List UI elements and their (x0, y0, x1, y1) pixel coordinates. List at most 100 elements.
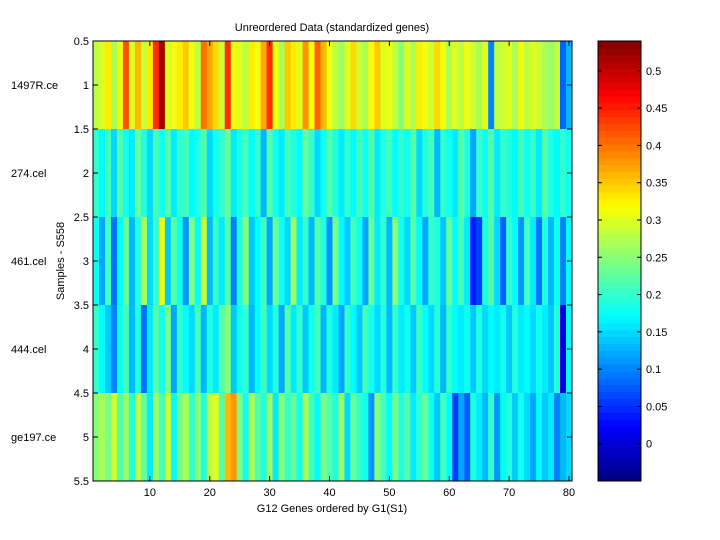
heatmap-cell (254, 129, 262, 217)
heatmap-cell (128, 305, 136, 393)
heatmap-cell (452, 41, 459, 129)
heatmap-cell (350, 393, 357, 481)
colorbar-step (598, 446, 641, 454)
y-tick-label: 1.5 (74, 124, 89, 136)
heatmap-cell (164, 305, 172, 393)
heatmap-cell (110, 393, 118, 481)
heatmap-cell (170, 217, 178, 305)
colorbar-step (598, 439, 641, 448)
heatmap-cell (110, 305, 118, 393)
heatmap-cell (152, 217, 160, 305)
heatmap-cell (128, 129, 136, 217)
heatmap-cell (500, 393, 507, 481)
colorbar-step (598, 357, 641, 365)
heatmap-cell (332, 217, 339, 305)
heatmap-cell (344, 129, 351, 217)
heatmap-cell (512, 217, 519, 305)
heatmap-cell (416, 217, 423, 305)
colorbar-step (598, 199, 641, 207)
colorbar-step (598, 364, 641, 372)
heatmap-cell (530, 41, 537, 129)
heatmap-cell (266, 393, 274, 481)
heatmap-cell (494, 41, 501, 129)
heatmap-cell (320, 393, 327, 481)
heatmap-cell (542, 129, 549, 217)
heatmap-cell (488, 217, 495, 305)
heatmap-cell (188, 129, 196, 217)
heatmap-cell (236, 217, 244, 305)
heatmap-cell (362, 217, 369, 305)
heatmap-cell (260, 305, 268, 393)
heatmap-cell (248, 41, 256, 129)
heatmap-cell (404, 305, 411, 393)
heatmap-cell (176, 41, 184, 129)
heatmap-cell (506, 305, 513, 393)
colorbar-step (598, 75, 641, 83)
heatmap-cell (506, 217, 513, 305)
heatmap-cell (506, 41, 513, 129)
heatmap-cell (182, 129, 190, 217)
heatmap-cell (476, 393, 483, 481)
heatmap-cell (398, 217, 405, 305)
colorbar-border (597, 40, 642, 482)
heatmap-cell (494, 393, 501, 481)
heatmap-cell (266, 41, 274, 129)
colorbar-step (598, 329, 641, 338)
heatmap-cell (458, 217, 465, 305)
heatmap-cell (326, 129, 333, 217)
x-tick-label: 40 (323, 487, 335, 499)
heatmap-cell (380, 41, 387, 129)
heatmap-cell (506, 129, 513, 217)
heatmap-cell (446, 129, 453, 217)
heatmap-cell (410, 129, 417, 217)
colorbar-step (598, 267, 641, 276)
colorbar-step (598, 130, 641, 138)
heatmap-cell (428, 217, 435, 305)
heatmap-cell (560, 305, 567, 393)
heatmap-cell (224, 393, 232, 481)
heatmap-cell (308, 41, 315, 129)
colorbar-step (598, 302, 641, 310)
heatmap-cell (392, 129, 399, 217)
heatmap-cell (482, 305, 489, 393)
y-axis-ticks: 0.5 1 1.5 2 2.5 3 3.5 4 4.5 5 5.5 (74, 36, 572, 488)
x-axis-ticks: 10 20 30 40 50 60 70 80 (144, 41, 575, 499)
colorbar-step (598, 254, 641, 262)
heatmap-cell (344, 217, 351, 305)
heatmap-cell (512, 41, 519, 129)
heatmap-cell (494, 305, 501, 393)
heatmap-cell (254, 393, 262, 481)
heatmap-cell (440, 129, 447, 217)
colorbar-step (598, 398, 641, 406)
heatmap-cell (464, 393, 471, 481)
heatmap-cell (272, 217, 280, 305)
colorbar-step (598, 460, 641, 468)
y-axis-label: Samples - S558 (55, 222, 67, 300)
row-labels: 1497R.ce 274.cel 461.cel 444.cel ge197.ce (11, 80, 58, 444)
heatmap-cell (404, 41, 411, 129)
heatmap-cell (206, 41, 214, 129)
heatmap-cell (206, 217, 214, 305)
row-label: 274.cel (11, 168, 46, 180)
heatmap-cell (434, 393, 441, 481)
heatmap-cell (398, 305, 405, 393)
colorbar-step (598, 377, 641, 386)
heatmap-cell (308, 305, 315, 393)
heatmap-cell (488, 393, 495, 481)
heatmap-cell (206, 393, 214, 481)
heatmap-cell (104, 41, 112, 129)
heatmap-cell (248, 217, 256, 305)
heatmap-cell (524, 393, 531, 481)
heatmap-cell (152, 393, 160, 481)
heatmap-cell (284, 217, 291, 305)
heatmap-cell (548, 217, 555, 305)
heatmap-cell (200, 217, 208, 305)
heatmap-cell (104, 393, 112, 481)
heatmap-cell (392, 41, 399, 129)
heatmap-cell (218, 217, 226, 305)
heatmap-cell (170, 305, 178, 393)
heatmap-cell (464, 129, 471, 217)
heatmap-cell (458, 305, 465, 393)
heatmap-cell (152, 41, 160, 129)
heatmap-cell (488, 305, 495, 393)
